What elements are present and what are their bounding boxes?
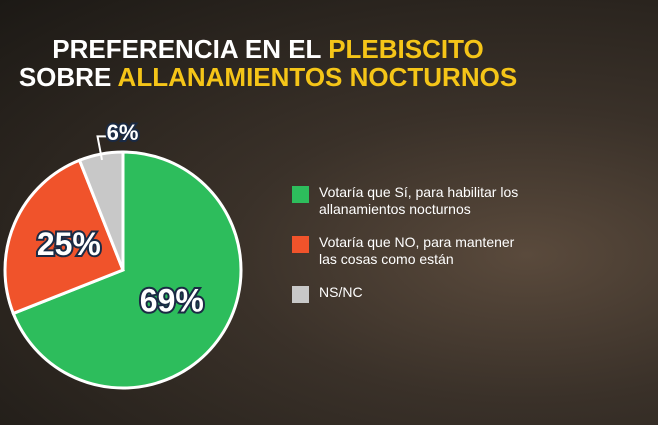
data-label: 25% xyxy=(37,226,101,262)
leader-line xyxy=(96,135,110,161)
legend-label: NS/NC xyxy=(319,284,363,300)
legend-item: NS/NC xyxy=(292,284,552,303)
legend-swatch xyxy=(292,286,309,303)
legend-swatch xyxy=(292,236,309,253)
chart-title: PREFERENCIA EN EL PLEBISCITO xyxy=(52,34,483,64)
title-part: PREFERENCIA EN EL xyxy=(52,34,328,64)
legend-item: Votaría que Sí, para habilitar los allan… xyxy=(292,184,552,218)
title-part: PLEBISCITO xyxy=(328,34,484,64)
legend-item: Votaría que NO, para mantener las cosas … xyxy=(292,234,552,268)
data-label: 69% xyxy=(140,283,204,319)
legend: Votaría que Sí, para habilitar los allan… xyxy=(292,184,552,319)
legend-swatch xyxy=(292,186,309,203)
data-label: 6% xyxy=(107,120,139,145)
title-part: SOBRE xyxy=(19,62,118,92)
title-part: ALLANAMIENTOS NOCTURNOS xyxy=(118,62,518,92)
pie-slice xyxy=(11,150,243,390)
legend-label: Votaría que NO, para mantener las cosas … xyxy=(319,234,515,267)
legend-label: Votaría que Sí, para habilitar los allan… xyxy=(319,184,519,217)
chart-title: SOBRE ALLANAMIENTOS NOCTURNOS xyxy=(19,62,517,92)
